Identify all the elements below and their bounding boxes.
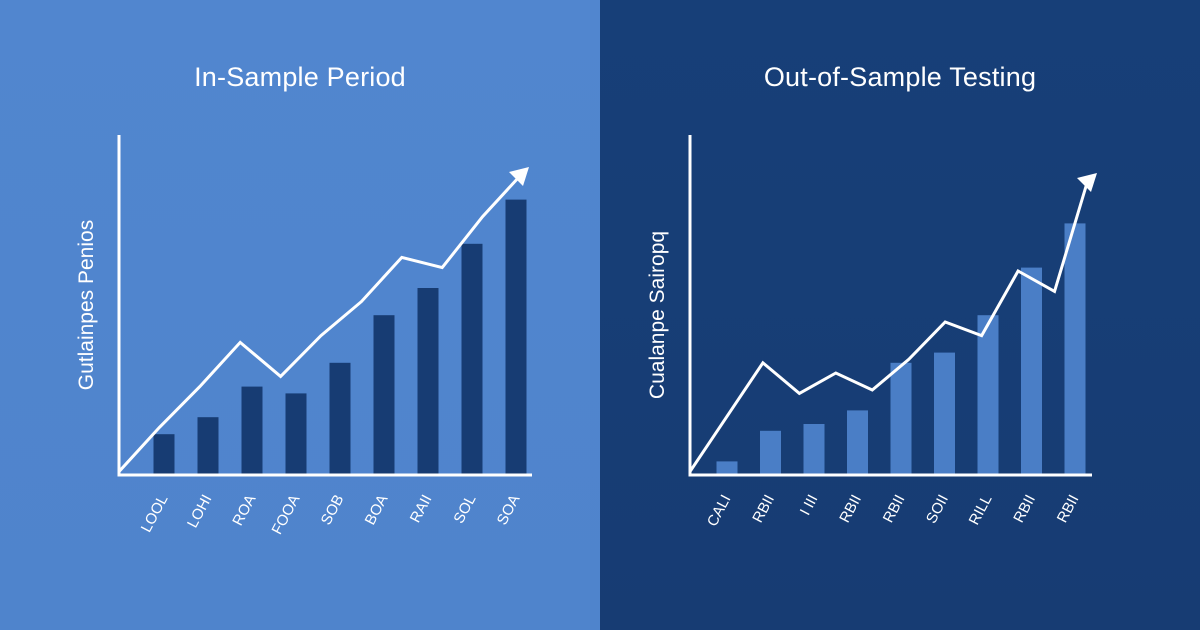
in-sample-tick-label: SOB [318, 492, 348, 528]
out-of-sample-tick-label: RILL [966, 492, 996, 528]
out-of-sample-tick-label: I III [797, 492, 822, 518]
in-sample-bar-4 [285, 393, 307, 475]
in-sample-bar-3 [241, 386, 263, 475]
out-of-sample-tick-label: RBII [836, 492, 865, 526]
in-sample-chart: LOOL LOHI ROA FOOA SOB BOA RAII SOL SOA Gutlainpe… [75, 135, 532, 538]
in-sample-tick-label: SOA [494, 492, 524, 528]
in-sample-tick-label: RAII [407, 492, 436, 526]
out-of-sample-bar-1 [716, 461, 738, 475]
out-of-sample-bar-2 [760, 430, 781, 475]
out-of-sample-title: Out-of-Sample Testing [763, 62, 1037, 92]
out-of-sample-trend-arrow-icon [1077, 173, 1097, 192]
in-sample-tick-label: LOOL [138, 492, 172, 535]
out-of-sample-trend-line [688, 182, 1089, 473]
in-sample-panel: In-Sample Period LOOL LOHI ROA FOOA SOB BOA RA… [0, 0, 600, 630]
in-sample-bar-8 [461, 243, 483, 475]
in-sample-bar-5 [329, 362, 351, 475]
in-sample-bar-1 [153, 434, 175, 475]
out-of-sample-tick-label: RBII [880, 492, 909, 526]
in-sample-tick-label: FOOA [269, 492, 304, 538]
in-sample-title: In-Sample Period [194, 62, 406, 92]
out-of-sample-bar-3 [803, 424, 825, 475]
in-sample-bar-2 [197, 417, 219, 475]
out-of-sample-tick-label: SOII [923, 492, 952, 526]
out-of-sample-bar-6 [934, 352, 955, 475]
out-of-sample-bar-4 [847, 410, 868, 475]
in-sample-axes [117, 135, 532, 477]
in-sample-bar-6 [373, 315, 395, 475]
out-of-sample-tick-label: CALI [704, 492, 735, 529]
in-sample-tick-label: BOA [362, 492, 392, 528]
in-sample-bar-9 [505, 199, 527, 475]
in-sample-trend-line [117, 175, 521, 473]
out-of-sample-bar-9 [1064, 223, 1086, 475]
out-of-sample-chart: CALI RBII I III RBII RBII SOII RILL RBII RBII Cua… [646, 135, 1097, 529]
out-of-sample-panel: Out-of-Sample Testing CALI RBII I III RBII R… [600, 0, 1200, 630]
in-sample-tick-label: ROA [229, 492, 259, 529]
out-of-sample-tick-label: RBII [1010, 492, 1039, 526]
in-sample-trend-arrow-icon [509, 167, 529, 186]
out-of-sample-y-axis-label: Cualanpe Sairopq [646, 231, 669, 399]
out-of-sample-bar-7 [977, 315, 999, 475]
in-sample-tick-label: SOL [450, 492, 479, 526]
out-of-sample-bar-8 [1021, 267, 1042, 475]
in-sample-bar-7 [417, 288, 439, 475]
out-of-sample-axes [688, 135, 1092, 477]
out-of-sample-tick-label: RBII [749, 492, 778, 526]
out-of-sample-tick-label: RBII [1054, 492, 1083, 526]
in-sample-y-axis-label: Gutlainpes Penios [75, 220, 98, 390]
in-sample-tick-label: LOHI [184, 492, 215, 531]
out-of-sample-bar-5 [890, 362, 912, 475]
